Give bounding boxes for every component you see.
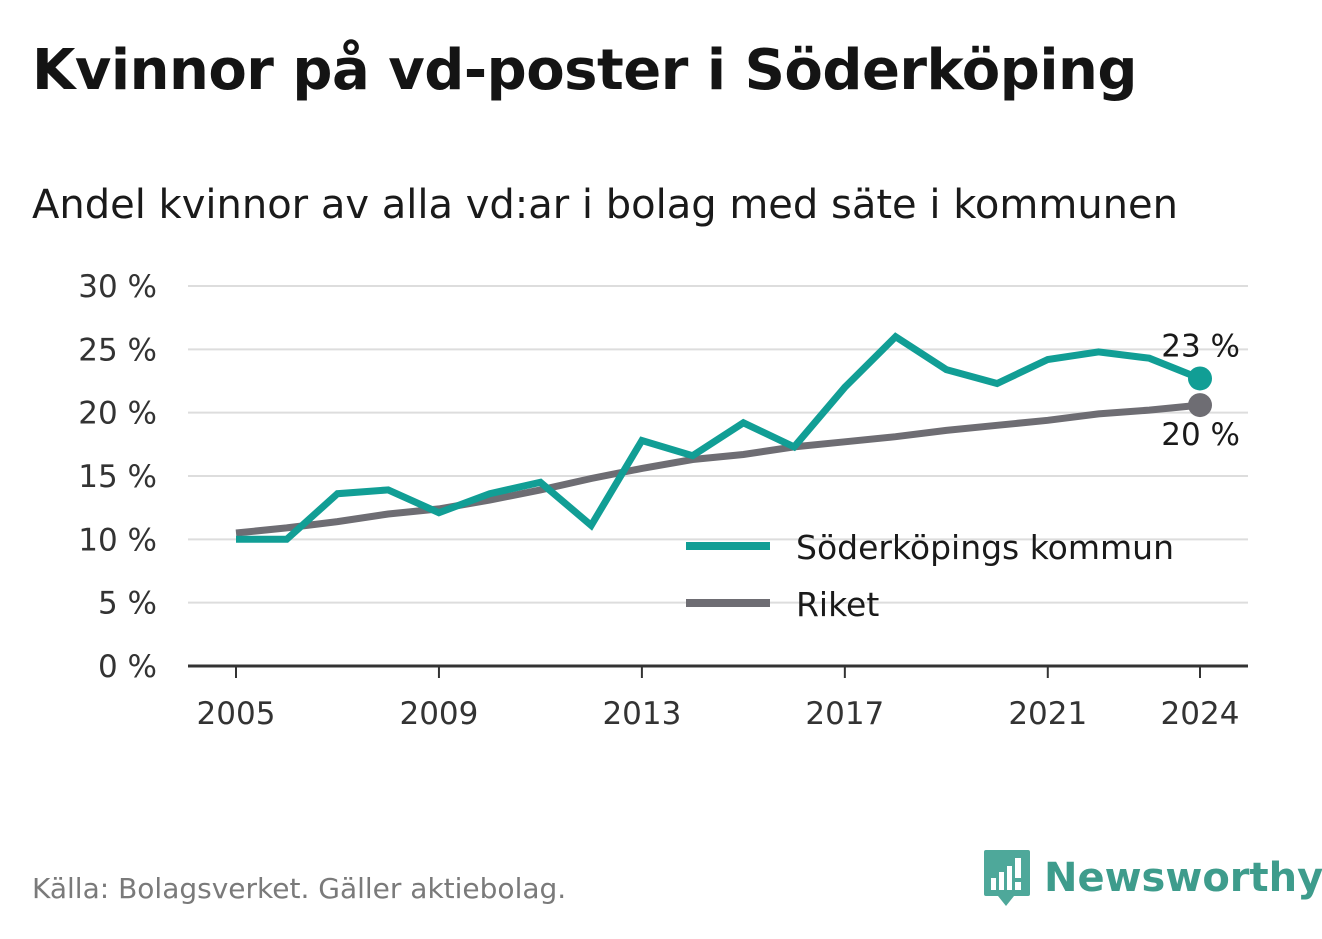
y-tick-label: 15 % xyxy=(78,459,157,495)
legend-label-riket: Riket xyxy=(796,585,879,624)
newsworthy-logo-icon xyxy=(984,850,1030,906)
end-point-kommun xyxy=(1188,366,1212,391)
source-note: Källa: Bolagsverket. Gäller aktiebolag. xyxy=(32,872,567,905)
brand-name: Newsworthy xyxy=(1044,855,1322,901)
y-tick-label: 30 % xyxy=(78,269,157,305)
x-tick-label: 2005 xyxy=(197,696,276,732)
legend: Söderköpings kommun Riket xyxy=(686,528,1174,624)
y-axis-tick-labels: 0 % 5 % 10 % 15 % 20 % 25 % 30 % xyxy=(78,269,157,685)
end-label-kommun: 23 % xyxy=(1161,328,1240,364)
y-tick-label: 10 % xyxy=(78,522,157,558)
series-line-kommun xyxy=(236,332,1202,543)
x-axis-ticks: 2005 2009 2013 2017 2021 2024 xyxy=(197,666,1240,732)
x-tick-label: 2013 xyxy=(602,696,681,732)
end-point-riket xyxy=(1188,393,1212,418)
x-tick-label: 2021 xyxy=(1008,696,1087,732)
x-tick-label: 2009 xyxy=(399,696,478,732)
x-tick-label: 2024 xyxy=(1161,696,1240,732)
legend-label-kommun: Söderköpings kommun xyxy=(796,528,1174,567)
series-lines: 23 % 20 % xyxy=(235,328,1240,543)
x-tick-label: 2017 xyxy=(805,696,884,732)
series-line-riket xyxy=(235,401,1201,537)
end-label-riket: 20 % xyxy=(1161,417,1240,453)
chart-subtitle: Andel kvinnor av alla vd:ar i bolag med … xyxy=(32,182,1178,228)
y-tick-label: 25 % xyxy=(78,332,157,368)
y-tick-label: 5 % xyxy=(98,586,157,622)
chart-title: Kvinnor på vd-poster i Söderköping xyxy=(32,38,1138,103)
brand-logo[interactable]: Newsworthy xyxy=(982,848,1322,908)
y-tick-label: 20 % xyxy=(78,396,157,432)
y-tick-label: 0 % xyxy=(98,649,157,685)
